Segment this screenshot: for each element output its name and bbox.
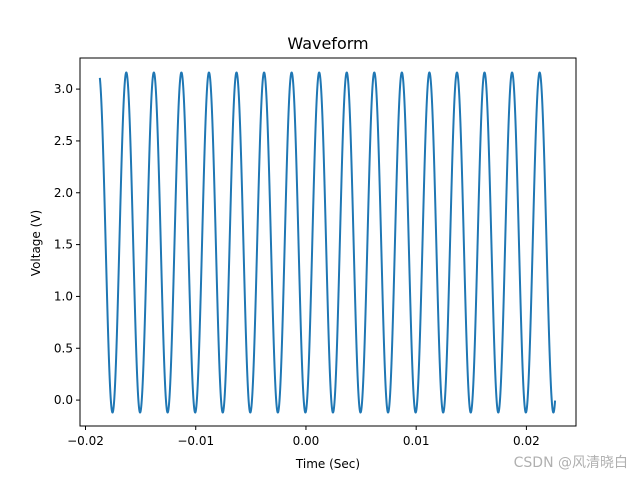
x-tick-label: 0.02 — [513, 434, 540, 448]
y-tick-label: 0.0 — [54, 393, 73, 407]
chart-title: Waveform — [287, 34, 368, 53]
axes-frame — [79, 57, 577, 427]
x-tick-label: −0.01 — [177, 434, 214, 448]
x-tick-label: −0.02 — [67, 434, 104, 448]
y-axis: 0.0 0.5 1.0 1.5 2.0 2.5 3.0 — [54, 82, 80, 407]
series-line-waveform — [98, 71, 557, 414]
y-tick-label: 3.0 — [54, 82, 73, 96]
y-tick-label: 1.5 — [54, 238, 73, 252]
watermark: CSDN @风清晓白 — [513, 455, 628, 471]
y-tick-label: 0.5 — [54, 341, 73, 355]
x-axis-label: Time (Sec) — [295, 457, 360, 471]
y-tick-label: 2.5 — [54, 134, 73, 148]
y-axis-label: Voltage (V) — [29, 210, 43, 276]
x-tick-label: 0.00 — [293, 434, 320, 448]
plot-area — [98, 71, 557, 414]
y-tick-label: 1.0 — [54, 289, 73, 303]
y-tick-label: 2.0 — [54, 186, 73, 200]
x-axis: −0.02 −0.01 0.00 0.01 0.02 — [67, 426, 540, 448]
x-tick-label: 0.01 — [403, 434, 430, 448]
